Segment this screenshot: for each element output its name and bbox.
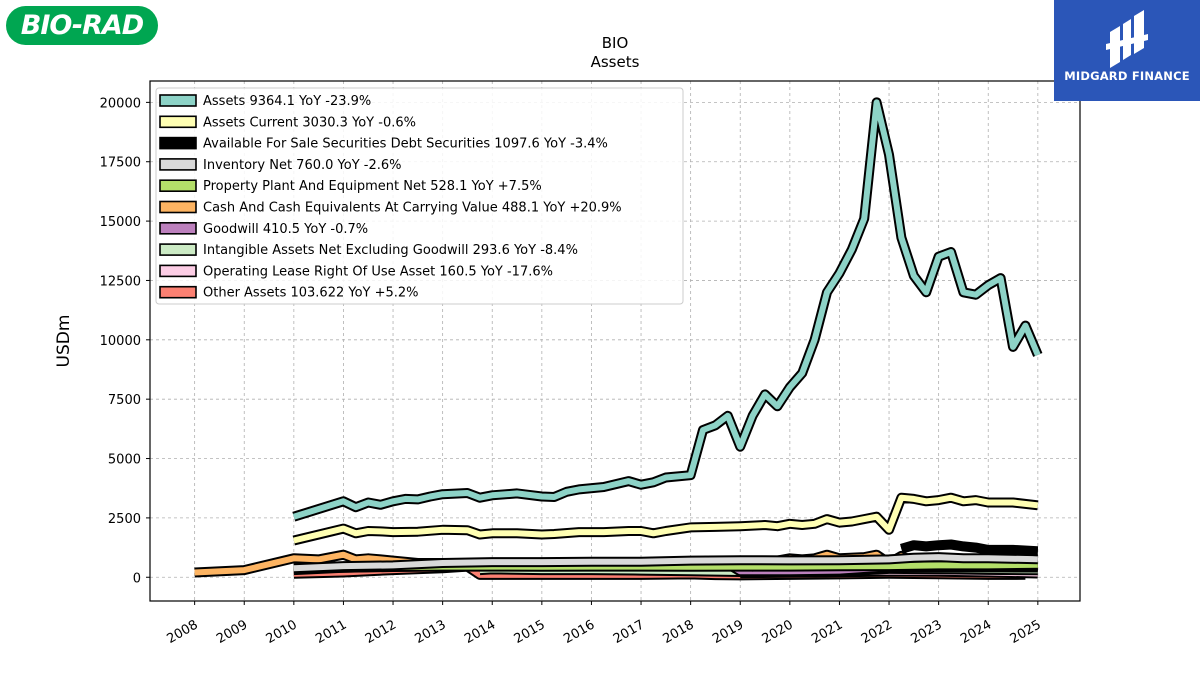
y-axis-label: USDm xyxy=(54,315,74,368)
series-3 xyxy=(293,552,1038,574)
y-tick-label: 17500 xyxy=(100,156,141,171)
x-tick-label: 2018 xyxy=(660,617,696,647)
legend: Assets 9364.1 YoY -23.9% Assets Current 3… xyxy=(155,87,684,305)
bio-rad-logo-text: BIO-RAD xyxy=(20,10,144,41)
legend-swatch xyxy=(159,136,197,150)
x-tick-label: 2025 xyxy=(1008,617,1044,647)
legend-entry: Other Assets 103.622 YoY +5.2% xyxy=(203,286,419,301)
y-tick-label: 2500 xyxy=(108,512,141,527)
x-tick-label: 2021 xyxy=(809,617,845,647)
x-tick-label: 2024 xyxy=(958,617,994,647)
series-2 xyxy=(900,539,1039,557)
series-line xyxy=(292,99,1041,520)
x-tick-label: 2017 xyxy=(611,617,647,647)
series-1 xyxy=(292,492,1039,546)
y-tick-label: 7500 xyxy=(108,393,141,408)
legend-swatch xyxy=(159,158,197,171)
legend-swatch xyxy=(159,179,197,192)
x-tick-label: 2013 xyxy=(412,617,448,647)
legend-entry: Operating Lease Right Of Use Asset 160.5… xyxy=(203,264,553,279)
legend-swatch xyxy=(159,200,197,214)
x-tick-label: 2014 xyxy=(462,617,498,647)
series-0 xyxy=(292,97,1043,522)
x-tick-label: 2019 xyxy=(710,617,746,647)
x-tick-label: 2020 xyxy=(760,617,796,647)
x-tick-label: 2011 xyxy=(313,617,349,647)
legend-entry: Inventory Net 760.0 YoY -2.6% xyxy=(203,158,402,173)
y-axis: 0 2500 5000 7500 10000 12500 15000 17500 20000 xyxy=(100,96,150,586)
legend-swatch xyxy=(159,222,197,235)
legend-entry: Cash And Cash Equivalents At Carrying Va… xyxy=(203,201,622,216)
y-tick-label: 10000 xyxy=(100,334,141,349)
x-tick-label: 2015 xyxy=(512,617,548,647)
y-tick-label: 0 xyxy=(133,571,141,586)
legend-entry: Assets 9364.1 YoY -23.9% xyxy=(203,94,371,109)
x-tick-label: 2012 xyxy=(363,617,399,647)
legend-swatch xyxy=(159,115,197,129)
midgard-finance-logo: MIDGARD FINANCE xyxy=(1054,0,1200,101)
series-lines xyxy=(194,97,1043,581)
x-tick-label: 2008 xyxy=(164,617,200,647)
legend-swatch xyxy=(159,264,197,278)
chart-subtitle: Assets xyxy=(591,53,640,71)
legend-box xyxy=(155,87,684,305)
y-tick-label: 15000 xyxy=(100,215,141,230)
x-axis: 2008 2009 2010 2011 2012 2013 2014 2015 2016 2017… xyxy=(164,601,1044,647)
x-tick-label: 2016 xyxy=(561,617,597,647)
legend-swatch xyxy=(159,285,197,299)
series-line xyxy=(900,541,1038,555)
legend-swatch xyxy=(159,94,197,107)
y-tick-label: 20000 xyxy=(100,96,141,111)
legend-entry: Assets Current 3030.3 YoY -0.6% xyxy=(203,115,416,130)
legend-entry: Intangible Assets Net Excluding Goodwill… xyxy=(203,243,578,258)
x-tick-label: 2009 xyxy=(214,617,250,647)
chart-title: BIO xyxy=(602,34,629,52)
x-tick-label: 2022 xyxy=(859,617,895,647)
y-tick-label: 5000 xyxy=(108,453,141,468)
x-tick-label: 2023 xyxy=(908,617,944,647)
series-line xyxy=(293,494,1039,544)
legend-entry: Property Plant And Equipment Net 528.1 Y… xyxy=(203,179,542,194)
midgard-logo-text: MIDGARD FINANCE xyxy=(1064,69,1190,83)
bio-rad-logo: BIO-RAD xyxy=(6,6,158,45)
midgard-mark-icon xyxy=(1106,10,1148,68)
series-line xyxy=(293,554,1038,572)
legend-entry: Goodwill 410.5 YoY -0.7% xyxy=(203,222,368,237)
plot-frame xyxy=(149,80,1081,602)
legend-swatch xyxy=(159,243,197,256)
legend-entry: Available For Sale Securities Debt Secur… xyxy=(203,137,608,152)
x-tick-label: 2010 xyxy=(264,617,300,647)
y-tick-label: 12500 xyxy=(100,274,141,289)
